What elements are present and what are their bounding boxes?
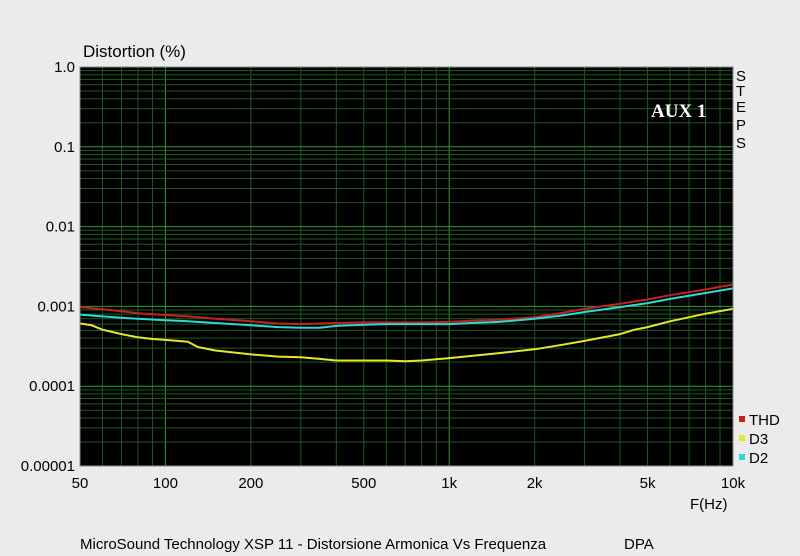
series-line-d2 <box>79 287 734 329</box>
steps-letter: T <box>736 83 745 100</box>
x-tick-label: 50 <box>72 475 89 492</box>
legend-label-d2: D2 <box>749 450 768 467</box>
x-tick-label: 5k <box>640 475 656 492</box>
y-tick-label: 0.1 <box>54 139 75 156</box>
x-tick-labels: 50 100 200 500 1k 2k 5k 10k <box>72 475 746 492</box>
x-tick-label: 10k <box>721 475 746 492</box>
y-tick-label: 0.001 <box>37 298 75 315</box>
footer-caption: MicroSound Technology XSP 11 - Distorsio… <box>80 536 547 553</box>
steps-letter: S <box>736 135 746 152</box>
x-axis-label: F(Hz) <box>690 496 728 513</box>
x-tick-label: 1k <box>441 475 457 492</box>
series-line-d3 <box>79 307 734 363</box>
x-tick-label: 500 <box>351 475 376 492</box>
y-axis-label: Distortion (%) <box>83 42 186 61</box>
x-tick-label: 100 <box>153 475 178 492</box>
y-tick-label: 0.00001 <box>21 458 75 475</box>
plot-border <box>79 66 734 467</box>
steps-letter: S <box>736 68 746 85</box>
steps-letter: P <box>736 117 746 134</box>
plot-area <box>80 67 733 466</box>
legend-swatch-thd <box>739 416 745 422</box>
legend-swatch-d3 <box>739 435 745 441</box>
y-tick-label: 1.0 <box>54 59 75 76</box>
legend-label-d3: D3 <box>749 431 768 448</box>
x-tick-label: 200 <box>238 475 263 492</box>
series-line-thd <box>79 283 734 326</box>
aux-annotation: AUX 1 <box>651 101 706 122</box>
legend: THD D3 D2 <box>739 412 780 467</box>
y-tick-label: 0.01 <box>46 219 75 236</box>
x-tick-label: 2k <box>527 475 543 492</box>
legend-swatch-d2 <box>739 454 745 460</box>
footer-tag: DPA <box>624 536 654 553</box>
steps-label: S T E P S <box>736 68 746 152</box>
y-tick-label: 0.0001 <box>29 378 75 395</box>
steps-letter: E <box>736 99 746 116</box>
y-tick-labels: 1.0 0.1 0.01 0.001 0.0001 0.00001 <box>21 59 75 475</box>
legend-label-thd: THD <box>749 412 780 429</box>
series-layer <box>79 283 734 363</box>
